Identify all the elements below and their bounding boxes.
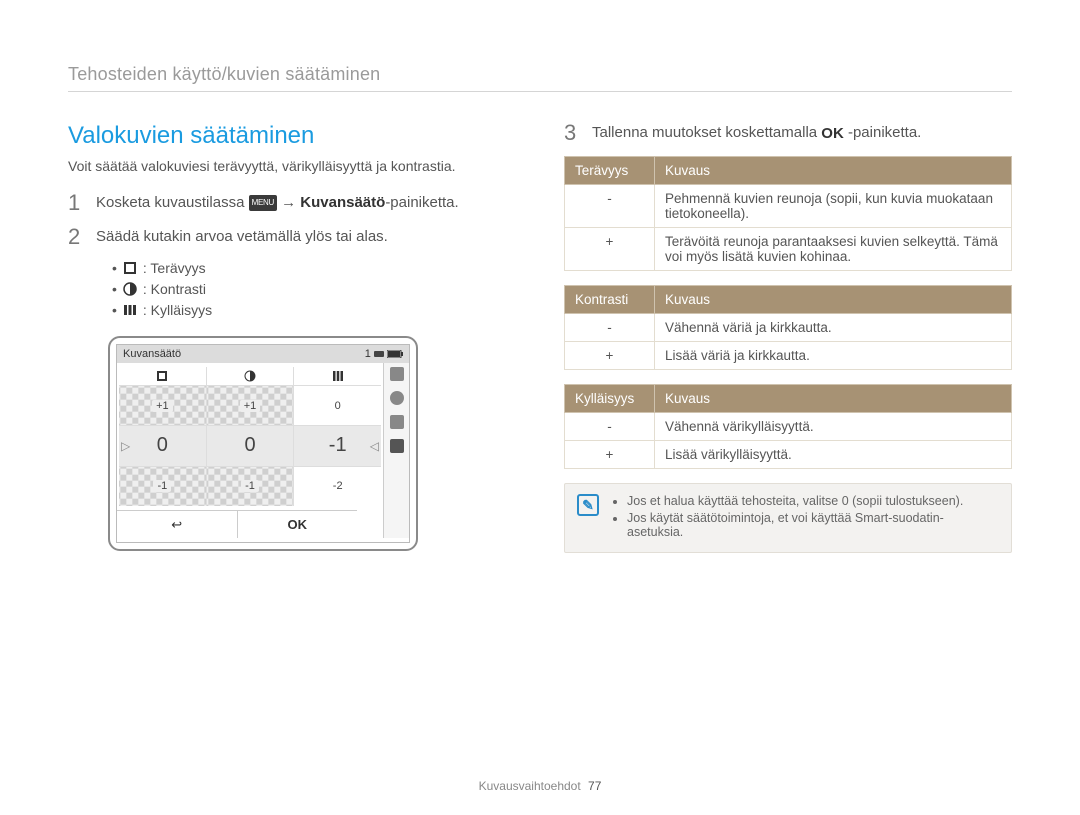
td-text: Lisää värikylläisyyttä.	[655, 441, 1012, 469]
cam-count-area: 1	[365, 348, 403, 360]
cam-cell: 0	[294, 385, 381, 425]
cam-cell-big: ▷0	[119, 425, 206, 465]
td-text: Vähennä väriä ja kirkkautta.	[655, 314, 1012, 342]
step-number: 3	[564, 122, 582, 144]
cam-ok-button[interactable]: OK	[238, 511, 358, 538]
note-list: Jos et halua käyttää tehosteita, valitse…	[627, 494, 999, 542]
ok-icon: OK	[821, 123, 844, 144]
td-text: Pehmennä kuvien reunoja (sopii, kun kuvi…	[655, 185, 1012, 228]
step1-pre: Kosketa kuvaustilassa	[96, 194, 249, 211]
cam-back-button[interactable]: ↩	[117, 511, 238, 538]
step1-bold: Kuvansäätö	[300, 194, 385, 211]
cam-side-icons	[383, 363, 409, 538]
page-footer: Kuvausvaihtoehdot 77	[0, 779, 1080, 793]
table-saturation: KylläisyysKuvaus -Vähennä värikylläisyyt…	[564, 384, 1012, 469]
cam-cell: -2	[294, 466, 381, 506]
chevron-right-icon: ◁	[370, 439, 379, 453]
side-icon	[390, 367, 404, 381]
cam-cell: +1	[207, 385, 294, 425]
bullet-label: : Terävyys	[143, 260, 206, 276]
footer-label: Kuvausvaihtoehdot	[479, 779, 581, 793]
cam-title: Kuvansäätö	[123, 348, 181, 360]
cam-titlebar: Kuvansäätö 1	[117, 345, 409, 363]
table-row: -Vähennä värikylläisyyttä.	[565, 413, 1012, 441]
note-icon: ✎	[577, 494, 599, 516]
step-1: 1 Kosketa kuvaustilassa MENU → Kuvansäät…	[68, 192, 516, 214]
bullet-dot: •	[112, 281, 117, 297]
footer-page-number: 77	[588, 779, 601, 793]
contrast-icon	[123, 282, 137, 296]
table-contrast: KontrastiKuvaus -Vähennä väriä ja kirkka…	[564, 285, 1012, 370]
cam-col-head-sharp	[119, 367, 206, 385]
step3-pre: Tallenna muutokset koskettamalla	[592, 124, 821, 141]
note-item: Jos käytät säätötoimintoja, et voi käytt…	[627, 511, 999, 539]
step-text: Tallenna muutokset koskettamalla OK -pai…	[592, 122, 921, 144]
bullet-label: : Kontrasti	[143, 281, 206, 297]
step3-post: -painiketta.	[844, 124, 922, 141]
menu-icon: MENU	[249, 195, 277, 210]
cam-cell: +1	[119, 385, 206, 425]
bullet-label: : Kylläisyys	[143, 302, 212, 318]
bullet-sharpness: • : Terävyys	[112, 260, 516, 276]
step1-post: -painiketta.	[385, 194, 458, 211]
step-2: 2 Säädä kutakin arvoa vetämällä ylös tai…	[68, 226, 516, 248]
adjust-bullets: • : Terävyys • : Kontrasti •	[112, 260, 516, 318]
cam-col-head-contrast	[207, 367, 294, 385]
td-sign: -	[565, 185, 655, 228]
td-text: Terävöitä reunoja parantaaksesi kuvien s…	[655, 228, 1012, 271]
table-sharpness: TerävyysKuvaus -Pehmennä kuvien reunoja …	[564, 156, 1012, 271]
step-number: 1	[68, 192, 86, 214]
td-text: Lisää väriä ja kirkkautta.	[655, 342, 1012, 370]
td-sign: +	[565, 441, 655, 469]
left-column: Valokuvien säätäminen Voit säätää valoku…	[68, 122, 516, 553]
td-sign: -	[565, 314, 655, 342]
table-row: +Lisää väriä ja kirkkautta.	[565, 342, 1012, 370]
note-box: ✎ Jos et halua käyttää tehosteita, valit…	[564, 483, 1012, 553]
th: Kontrasti	[565, 286, 655, 314]
th: Kuvaus	[655, 286, 1012, 314]
th: Terävyys	[565, 157, 655, 185]
bullet-dot: •	[112, 260, 117, 276]
note-item: Jos et halua käyttää tehosteita, valitse…	[627, 494, 999, 508]
th: Kuvaus	[655, 385, 1012, 413]
page-header: Tehosteiden käyttö/kuvien säätäminen	[68, 64, 1012, 92]
td-sign: +	[565, 228, 655, 271]
section-title: Valokuvien säätäminen	[68, 122, 516, 150]
camera-ui-mock: Kuvansäätö 1	[108, 336, 418, 551]
cam-count: 1	[365, 348, 371, 360]
table-row: -Vähennä väriä ja kirkkautta.	[565, 314, 1012, 342]
saturation-icon	[123, 303, 137, 317]
intro-text: Voit säätää valokuviesi terävyyttä, väri…	[68, 158, 516, 174]
td-text: Vähennä värikylläisyyttä.	[655, 413, 1012, 441]
cam-cell: -1	[119, 466, 206, 506]
cam-cell-big: -1◁	[294, 425, 381, 465]
step-3: 3 Tallenna muutokset koskettamalla OK -p…	[564, 122, 1012, 144]
bullet-saturation: • : Kylläisyys	[112, 302, 516, 318]
cam-col-head-sat	[294, 367, 381, 385]
cam-cell-big: 0	[207, 425, 294, 465]
bullet-contrast: • : Kontrasti	[112, 281, 516, 297]
table-row: +Lisää värikylläisyyttä.	[565, 441, 1012, 469]
table-row: -Pehmennä kuvien reunoja (sopii, kun kuv…	[565, 185, 1012, 228]
td-sign: -	[565, 413, 655, 441]
chevron-left-icon: ▷	[121, 439, 130, 453]
step-text: Säädä kutakin arvoa vetämällä ylös tai a…	[96, 226, 388, 247]
side-icon	[390, 439, 404, 453]
th: Kylläisyys	[565, 385, 655, 413]
td-sign: +	[565, 342, 655, 370]
step-text: Kosketa kuvaustilassa MENU → Kuvansäätö-…	[96, 192, 459, 213]
th: Kuvaus	[655, 157, 1012, 185]
step-number: 2	[68, 226, 86, 248]
right-column: 3 Tallenna muutokset koskettamalla OK -p…	[564, 122, 1012, 553]
bullet-dot: •	[112, 302, 117, 318]
step1-arrow: →	[281, 194, 300, 211]
sharpness-icon	[123, 261, 137, 275]
table-row: +Terävöitä reunoja parantaaksesi kuvien …	[565, 228, 1012, 271]
side-icon	[390, 415, 404, 429]
cam-bottom-bar: ↩ OK	[117, 510, 357, 538]
cam-cell: -1	[207, 466, 294, 506]
side-icon	[390, 391, 404, 405]
